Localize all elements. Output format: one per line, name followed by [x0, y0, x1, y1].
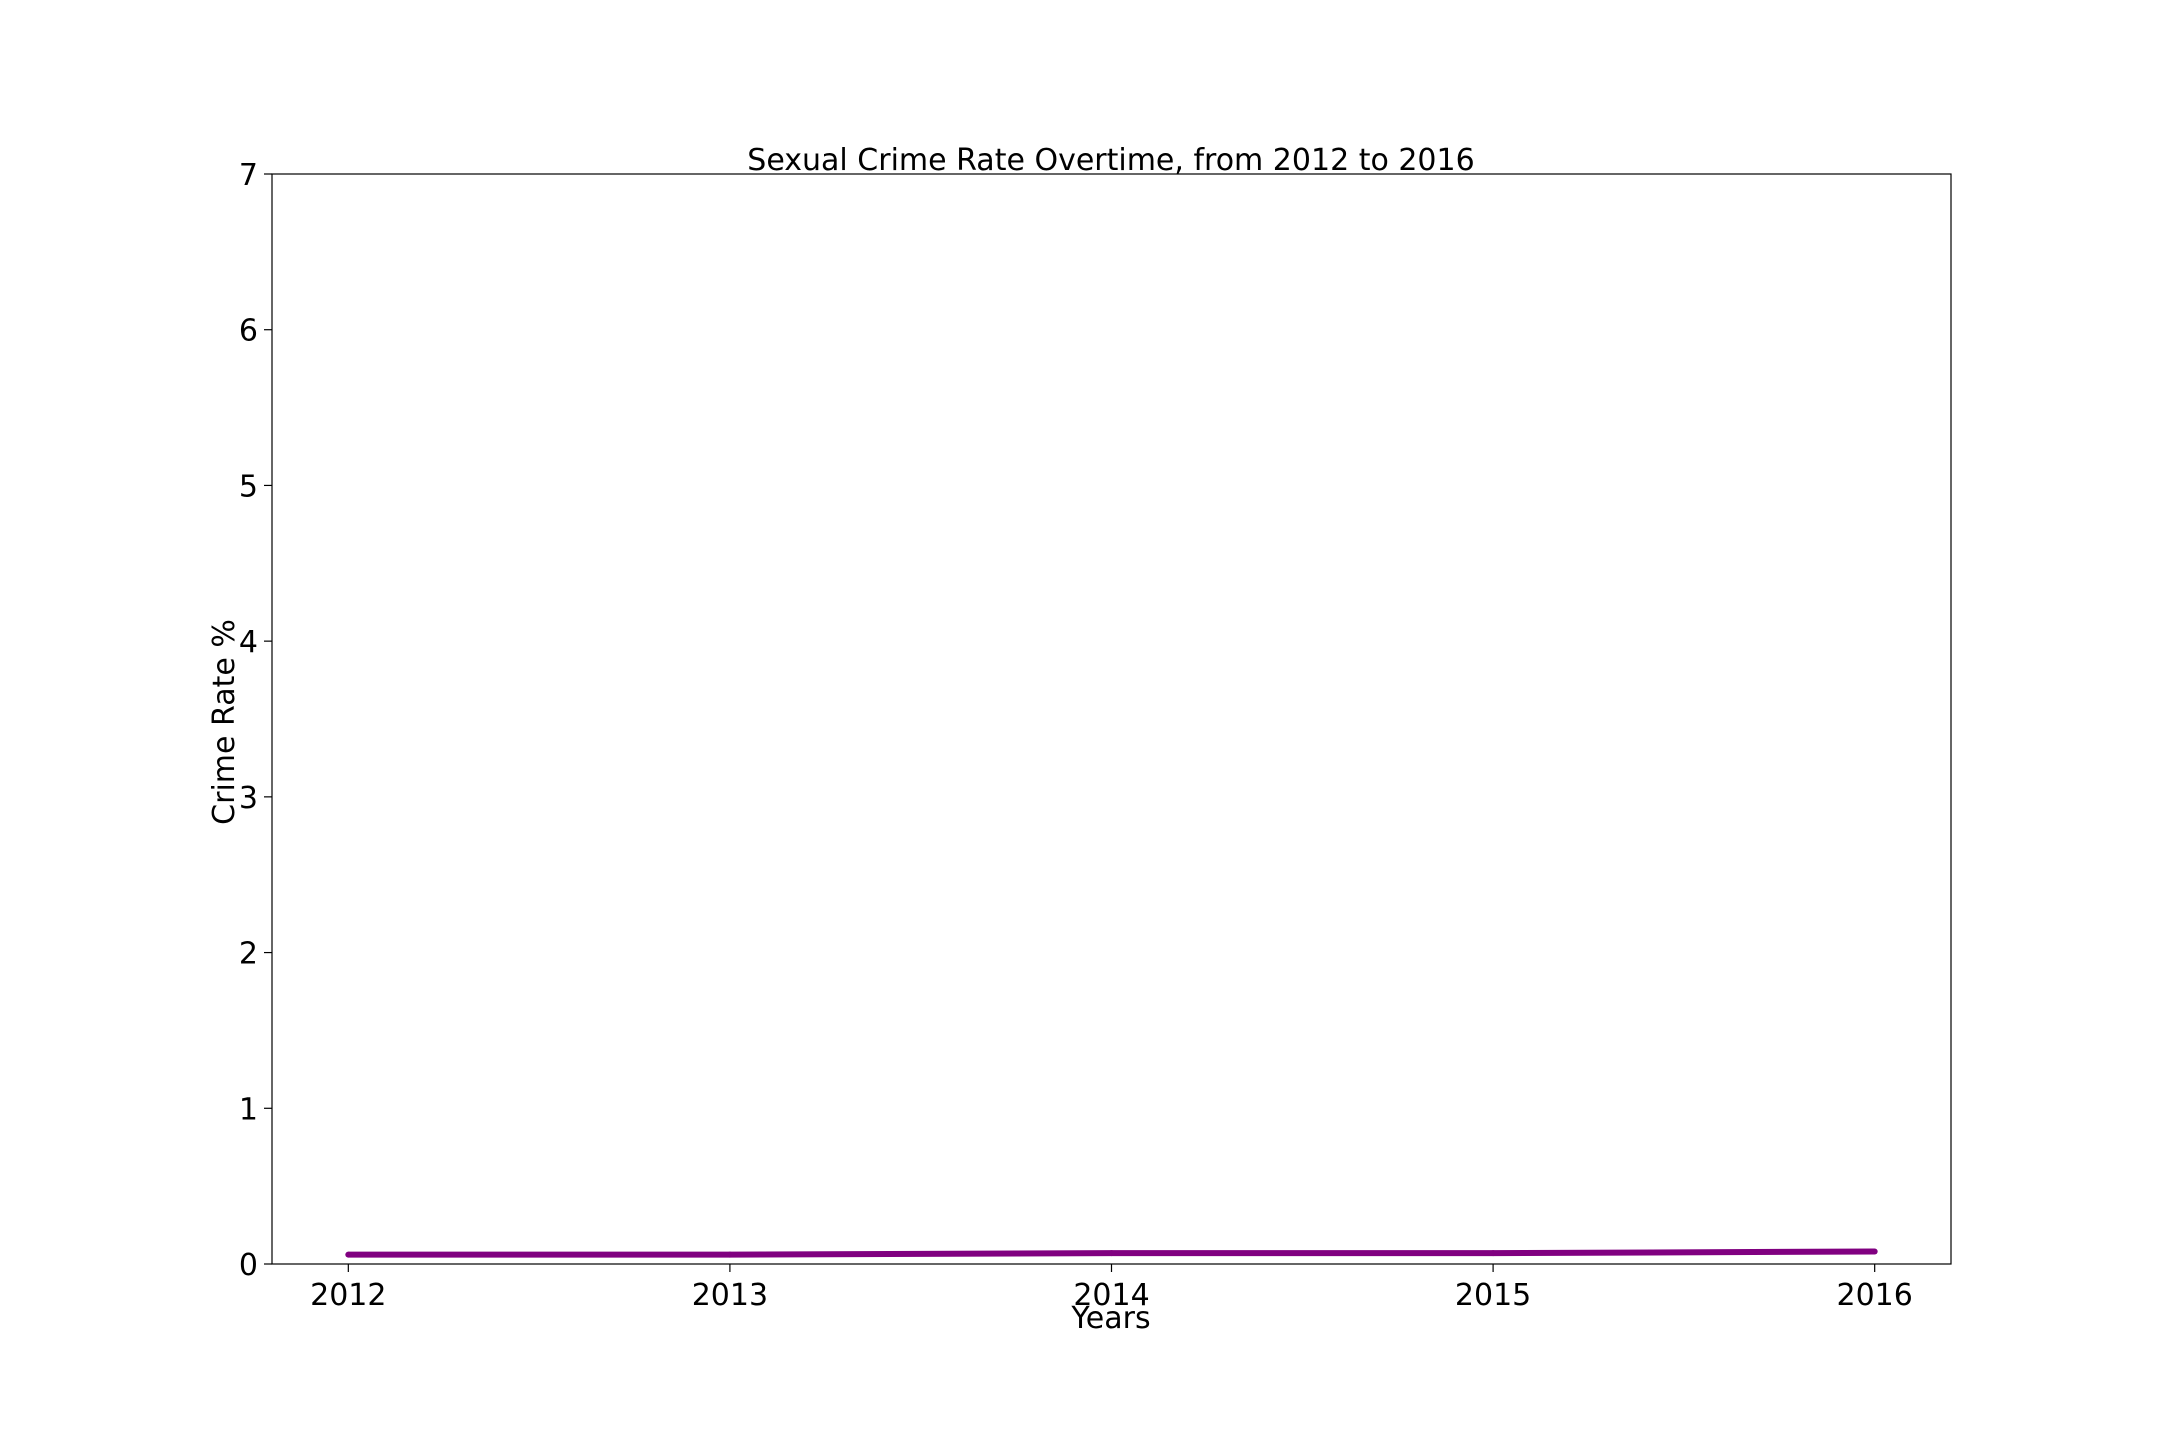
x-axis: 2012 2013 2014 2015 2016 [310, 1264, 1913, 1313]
y-axis: 0 1 2 3 4 5 6 7 [239, 158, 272, 1283]
x-tick-label: 2012 [310, 1278, 386, 1313]
series-layer [345, 1248, 1878, 1258]
data-point [1108, 1250, 1115, 1257]
chart-title: Sexual Crime Rate Overtime, from 2012 to… [747, 143, 1474, 178]
data-point [726, 1251, 733, 1258]
y-tick-label: 0 [239, 1248, 258, 1283]
x-tick-label: 2016 [1837, 1278, 1913, 1313]
data-point [1490, 1250, 1497, 1257]
y-tick-label: 4 [239, 625, 258, 660]
y-axis-label: Crime Rate % [207, 619, 242, 825]
x-tick-label: 2014 [1073, 1278, 1149, 1313]
x-axis-label: Years [1070, 1301, 1150, 1336]
x-tick-label: 2015 [1455, 1278, 1531, 1313]
y-tick-label: 2 [239, 937, 258, 972]
data-point [1871, 1248, 1878, 1255]
y-tick-label: 6 [239, 314, 258, 349]
y-tick-label: 3 [239, 781, 258, 816]
y-tick-label: 5 [239, 469, 258, 504]
x-tick-label: 2013 [692, 1278, 768, 1313]
y-tick-label: 7 [239, 158, 258, 193]
y-tick-label: 1 [239, 1092, 258, 1127]
data-point [345, 1251, 352, 1258]
